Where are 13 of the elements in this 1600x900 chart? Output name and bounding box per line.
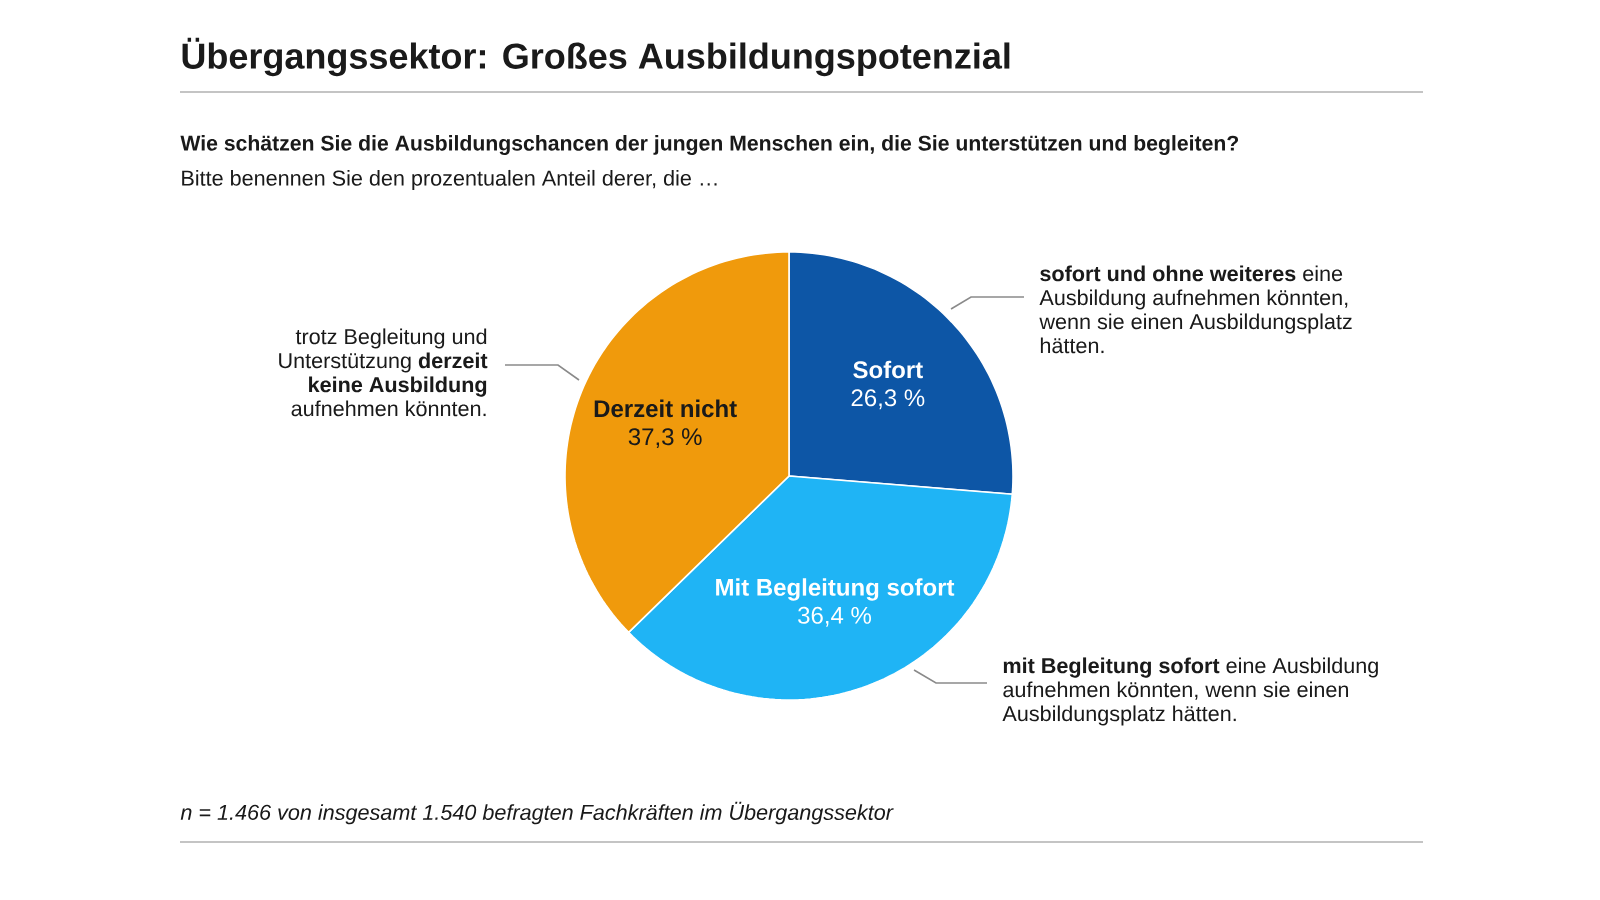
slice-label: Mit Begleitung sofort [716,578,955,601]
chart-subtitle: Wie schätzen Sie die Ausbildungschancen der jungen Menschen ein, die Sie unterstützen und begleiten? [180,135,1239,155]
text: n = 1.466 von insgesamt 1.540 befragten Fachkräften im Übergangssektor [180,801,894,825]
data-label: 36,4 % [798,606,871,627]
text: trotz Begleitung und Unterstützung derzeit keine Ausbildung aufnehmen könnten. [279,328,488,417]
slice-label: Derzeit nicht [594,399,737,418]
data-label: 37,3 % [628,428,702,449]
text: sofort und ohne weiteres eine Ausbildung aufnehmen könnten, wenn sie einen Ausbildungsplatz hätten. [1039,265,1352,354]
chart-title: Übergangssektor: Großes Ausbildungspotenzial [182,37,1010,77]
text: Bitte benennen Sie den prozentualen Anteil derer, die … [182,169,717,191]
slice-label: Sofort [853,360,923,379]
data-label: 26,3 % [851,389,925,410]
text: mit Begleitung sofort eine Ausbildung aufnehmen könnten, wenn sie einen Ausbildungsplatz hätten. [1002,657,1378,726]
